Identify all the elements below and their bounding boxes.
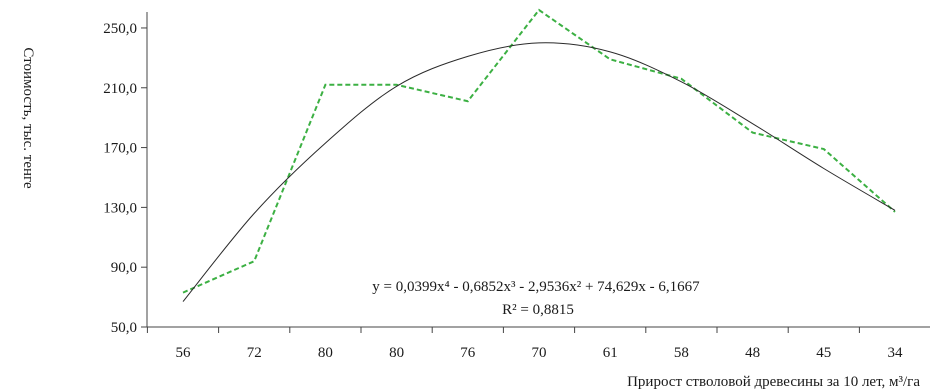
- x-axis-label: Прирост стволовой древесины за 10 лет, м…: [627, 374, 920, 390]
- trendline-path: [182, 42, 896, 302]
- x-tick-label: 58: [674, 345, 689, 361]
- y-tick-label: 250,0: [103, 21, 137, 37]
- y-tick-label: 210,0: [103, 81, 137, 97]
- x-tick-label: 76: [460, 345, 476, 361]
- y-tick-label: 50,0: [111, 320, 137, 336]
- x-axis-ticks: 56 72 80 80 76 70 61 58 48 45 34: [146, 327, 904, 361]
- x-tick-label: 72: [247, 345, 262, 361]
- x-tick-label: 61: [603, 345, 618, 361]
- x-tick-label: 48: [745, 345, 760, 361]
- y-tick-label: 170,0: [103, 141, 137, 157]
- y-tick-label: 90,0: [111, 260, 137, 276]
- x-tick-label: 45: [816, 345, 831, 361]
- y-axis-ticks: 50,0 90,0 130,0 170,0 210,0 250,0: [103, 21, 147, 336]
- data-series-line: [182, 8, 896, 294]
- x-tick-label: 80: [318, 345, 333, 361]
- r-squared-label: R² = 0,8815: [502, 302, 574, 318]
- x-tick-label: 56: [176, 345, 192, 361]
- x-tick-label: 80: [389, 345, 404, 361]
- axes: [146, 12, 930, 328]
- x-tick-label: 70: [532, 345, 547, 361]
- y-axis-label: Стоимость, тыс. тенге: [20, 47, 36, 189]
- series-layer: [182, 8, 896, 302]
- trendline-equation: y = 0,0399x⁴ - 0,6852x³ - 2,9536x² + 74,…: [372, 279, 700, 295]
- y-tick-label: 130,0: [103, 200, 137, 216]
- x-tick-label: 34: [888, 345, 904, 361]
